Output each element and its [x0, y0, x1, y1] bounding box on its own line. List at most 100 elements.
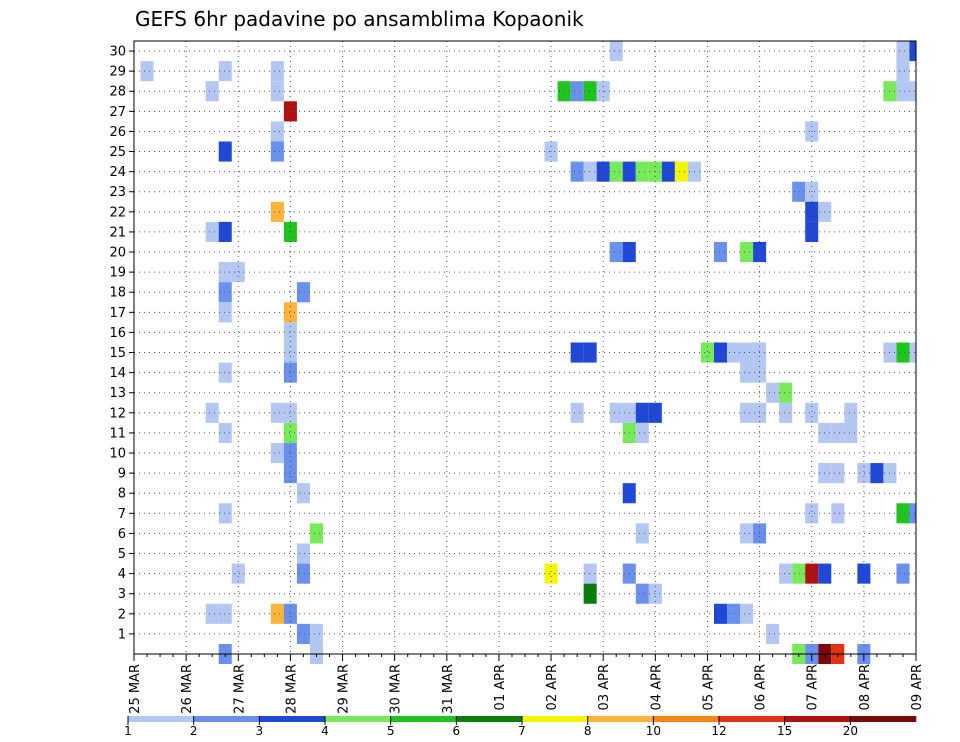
legend-label: 2: [190, 724, 198, 738]
legend-color-swatch: [522, 716, 588, 722]
y-tick-label: 14: [109, 366, 126, 381]
heatmap-cell: [218, 422, 232, 443]
legend-color-swatch: [653, 716, 720, 722]
y-tick-label: 12: [109, 406, 126, 421]
heatmap-cell: [831, 422, 845, 443]
y-tick-label: 24: [109, 165, 126, 180]
y-tick-label: 19: [109, 266, 126, 281]
x-tick-label: 25 MAR: [128, 664, 143, 714]
heatmap-cell: [270, 61, 284, 82]
heatmap-cell: [270, 121, 284, 142]
x-tick-label: 31 MAR: [441, 664, 456, 714]
heatmap-cell: [270, 201, 284, 222]
heatmap-cell: [218, 362, 232, 383]
legend-color-swatch: [193, 716, 260, 722]
y-tick-label: 30: [109, 45, 126, 60]
legend-label: 10: [646, 724, 661, 738]
heatmap-cell: [896, 342, 910, 363]
y-tick-label: 7: [118, 507, 126, 522]
x-tick-label: 08 APR: [858, 664, 873, 710]
x-tick-label: 30 MAR: [389, 664, 404, 714]
heatmap-cell: [870, 463, 884, 484]
heatmap-cell: [857, 463, 871, 484]
heatmap-cell: [583, 342, 597, 363]
heatmap-cell: [283, 302, 297, 323]
heatmap-cell: [844, 422, 858, 443]
heatmap-cell: [218, 141, 232, 162]
heatmap-cell: [740, 362, 754, 383]
heatmap-cell: [896, 61, 910, 82]
heatmap-cell: [283, 422, 297, 443]
legend-color-swatch: [128, 716, 194, 722]
heatmap-cell: [583, 81, 597, 102]
heatmap-cell: [270, 603, 284, 624]
y-tick-label: 8: [118, 487, 126, 502]
heatmap-cell: [792, 563, 806, 584]
heatmap-cell: [218, 302, 232, 323]
heatmap-cell: [635, 402, 649, 423]
heatmap-cell: [700, 342, 714, 363]
heatmap-cell: [296, 483, 310, 504]
x-tick-label: 04 APR: [649, 664, 664, 710]
legend-color-swatch: [390, 716, 457, 722]
heatmap-cell: [831, 463, 845, 484]
legend-label: 6: [453, 724, 461, 738]
heatmap-cell: [805, 503, 819, 524]
heatmap-cell: [831, 503, 845, 524]
legend-color-swatch: [784, 716, 851, 722]
grid-lines: [134, 41, 916, 654]
x-tick-label: 05 APR: [701, 664, 716, 710]
heatmap-cell: [583, 563, 597, 584]
y-tick-label: 11: [109, 426, 126, 441]
y-tick-label: 17: [109, 306, 126, 321]
heatmap-cell: [805, 402, 819, 423]
heatmap-cell: [609, 241, 623, 263]
y-axis: 1234567891011121314151617181920212223242…: [109, 45, 134, 642]
y-tick-label: 21: [109, 225, 126, 240]
heatmap-cell: [270, 442, 284, 464]
heatmap-cell: [570, 161, 584, 182]
heatmap-cell: [779, 402, 793, 423]
heatmap-cell: [283, 322, 297, 343]
legend-color-swatch: [587, 716, 654, 722]
heatmap-cell: [648, 583, 662, 604]
y-tick-label: 28: [109, 85, 126, 100]
heatmap-cell: [205, 81, 219, 102]
heatmap-cell: [609, 41, 623, 62]
y-tick-label: 16: [109, 326, 126, 341]
heatmap-cell: [648, 402, 662, 423]
heatmap-cell: [544, 563, 558, 584]
heatmap-cell: [766, 382, 780, 403]
heatmap-cell: [218, 61, 232, 82]
heatmap-cell: [674, 161, 688, 182]
heatmap-cell: [205, 402, 219, 423]
heatmap-cell: [740, 241, 754, 263]
heatmap-cell: [909, 81, 916, 102]
y-tick-label: 27: [109, 105, 126, 120]
x-tick-label: 28 MAR: [284, 664, 299, 714]
heatmap-cell: [570, 342, 584, 363]
legend-color-swatch: [325, 716, 391, 722]
heatmap-cell: [635, 161, 649, 182]
y-tick-label: 3: [118, 587, 126, 602]
heatmap-cell: [283, 362, 297, 383]
y-tick-label: 5: [118, 547, 126, 562]
heatmap-cell: [896, 41, 910, 62]
heatmap-cell: [270, 402, 284, 423]
heatmap-cell: [218, 603, 232, 624]
heatmap-cell: [283, 442, 297, 464]
heatmap-cell: [896, 563, 910, 584]
heatmap-cell: [283, 463, 297, 484]
x-tick-label: 02 APR: [545, 664, 560, 710]
y-tick-label: 29: [109, 65, 126, 80]
y-tick-label: 6: [118, 527, 126, 542]
y-tick-label: 1: [118, 627, 126, 642]
y-tick-label: 4: [118, 567, 126, 582]
x-tick-label: 06 APR: [754, 664, 769, 710]
heatmap-cell: [218, 282, 232, 303]
heatmap-cell: [896, 81, 910, 102]
x-axis: 25 MAR 26 MAR 27 MAR 28 MAR 29 MAR 30 MAR 31 M…: [128, 654, 925, 714]
heatmap-cell: [909, 342, 916, 363]
legend-color-swatch: [719, 716, 785, 722]
